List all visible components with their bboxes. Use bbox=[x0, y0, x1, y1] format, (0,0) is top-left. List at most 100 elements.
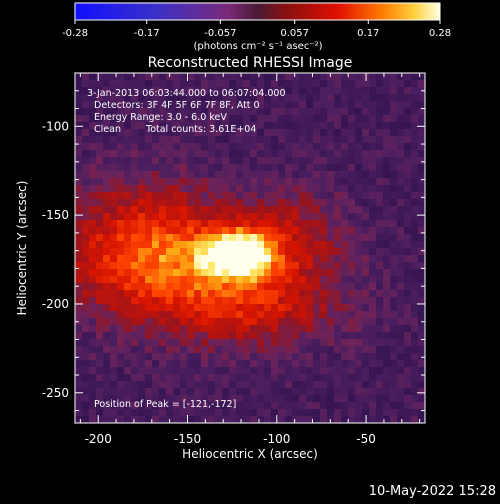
image-pixel bbox=[257, 255, 265, 263]
image-pixel bbox=[89, 171, 97, 179]
image-pixel bbox=[320, 332, 328, 340]
image-pixel bbox=[215, 143, 223, 151]
image-pixel bbox=[124, 416, 132, 423]
image-pixel bbox=[306, 199, 314, 207]
image-pixel bbox=[355, 318, 363, 326]
image-pixel bbox=[110, 101, 118, 109]
image-pixel bbox=[306, 108, 314, 116]
image-pixel bbox=[271, 192, 279, 200]
image-pixel bbox=[306, 276, 314, 284]
image-pixel bbox=[229, 255, 237, 263]
image-pixel bbox=[418, 255, 425, 263]
image-pixel bbox=[285, 94, 293, 102]
image-pixel bbox=[180, 178, 188, 186]
image-pixel bbox=[327, 276, 335, 284]
y-tick-label: -250 bbox=[42, 386, 69, 400]
image-pixel bbox=[166, 283, 174, 291]
image-pixel bbox=[362, 283, 370, 291]
image-pixel bbox=[250, 290, 258, 298]
image-pixel bbox=[243, 283, 251, 291]
image-pixel bbox=[306, 325, 314, 333]
image-pixel bbox=[411, 409, 419, 417]
image-pixel bbox=[271, 227, 279, 235]
image-pixel bbox=[152, 311, 160, 319]
image-pixel bbox=[229, 388, 237, 396]
image-pixel bbox=[285, 185, 293, 193]
image-pixel bbox=[194, 402, 202, 410]
image-pixel bbox=[348, 101, 356, 109]
image-pixel bbox=[369, 416, 377, 423]
image-pixel bbox=[397, 346, 405, 354]
image-pixel bbox=[341, 304, 349, 312]
image-pixel bbox=[201, 150, 209, 158]
image-pixel bbox=[236, 304, 244, 312]
image-pixel bbox=[166, 269, 174, 277]
image-pixel bbox=[229, 332, 237, 340]
image-pixel bbox=[236, 367, 244, 375]
image-pixel bbox=[103, 185, 111, 193]
image-pixel bbox=[138, 143, 146, 151]
image-pixel bbox=[383, 234, 391, 242]
image-pixel bbox=[418, 241, 425, 249]
image-pixel bbox=[138, 192, 146, 200]
image-pixel bbox=[411, 269, 419, 277]
image-pixel bbox=[152, 136, 160, 144]
image-pixel bbox=[103, 171, 111, 179]
image-pixel bbox=[285, 192, 293, 200]
image-pixel bbox=[390, 227, 398, 235]
image-pixel bbox=[243, 339, 251, 347]
image-pixel bbox=[194, 276, 202, 284]
image-pixel bbox=[250, 108, 258, 116]
image-pixel bbox=[173, 395, 181, 403]
image-pixel bbox=[355, 73, 363, 81]
image-pixel bbox=[201, 353, 209, 361]
image-pixel bbox=[271, 416, 279, 423]
image-pixel bbox=[180, 206, 188, 214]
image-pixel bbox=[159, 185, 167, 193]
image-pixel bbox=[411, 325, 419, 333]
image-pixel bbox=[145, 157, 153, 165]
image-pixel bbox=[411, 374, 419, 382]
image-pixel bbox=[166, 199, 174, 207]
image-pixel bbox=[334, 304, 342, 312]
image-pixel bbox=[89, 136, 97, 144]
image-pixel bbox=[313, 80, 321, 88]
image-pixel bbox=[103, 339, 111, 347]
image-pixel bbox=[271, 199, 279, 207]
image-pixel bbox=[334, 311, 342, 319]
image-pixel bbox=[222, 87, 230, 95]
image-pixel bbox=[285, 87, 293, 95]
image-pixel bbox=[411, 402, 419, 410]
image-pixel bbox=[341, 276, 349, 284]
image-pixel bbox=[348, 122, 356, 130]
image-pixel bbox=[152, 269, 160, 277]
image-pixel bbox=[404, 171, 412, 179]
image-pixel bbox=[348, 402, 356, 410]
image-pixel bbox=[292, 395, 300, 403]
image-pixel bbox=[271, 325, 279, 333]
image-pixel bbox=[96, 402, 104, 410]
image-pixel bbox=[243, 353, 251, 361]
image-pixel bbox=[243, 129, 251, 137]
image-pixel bbox=[397, 269, 405, 277]
image-pixel bbox=[110, 374, 118, 382]
image-pixel bbox=[313, 402, 321, 410]
image-pixel bbox=[355, 332, 363, 340]
image-pixel bbox=[124, 87, 132, 95]
image-pixel bbox=[117, 108, 125, 116]
image-pixel bbox=[299, 108, 307, 116]
image-pixel bbox=[383, 199, 391, 207]
image-pixel bbox=[236, 192, 244, 200]
image-pixel bbox=[376, 248, 384, 256]
image-pixel bbox=[306, 192, 314, 200]
image-pixel bbox=[355, 339, 363, 347]
image-pixel bbox=[131, 178, 139, 186]
image-pixel bbox=[264, 304, 272, 312]
image-pixel bbox=[376, 101, 384, 109]
image-pixel bbox=[313, 164, 321, 172]
y-tick-label: -150 bbox=[42, 208, 69, 222]
image-pixel bbox=[257, 220, 265, 228]
image-pixel bbox=[243, 381, 251, 389]
image-pixel bbox=[264, 297, 272, 305]
